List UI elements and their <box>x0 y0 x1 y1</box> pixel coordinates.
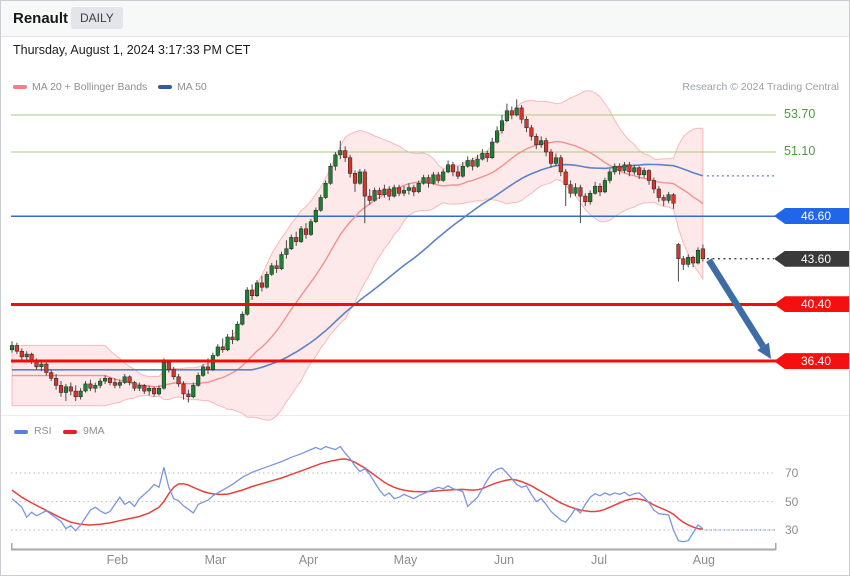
instrument-title: Renault <box>13 10 69 27</box>
month-label-mar: Mar <box>204 553 227 567</box>
month-label-apr: Apr <box>298 553 319 567</box>
rsi-legend-label: RSI <box>34 425 52 437</box>
month-label-jul: Jul <box>591 553 608 567</box>
price-tag-43.60: 43.60 <box>774 250 849 267</box>
ma50-swatch-icon <box>158 85 172 89</box>
rsi-grid-label-70: 70 <box>785 466 799 480</box>
research-credit: Research © 2024 Trading Central <box>682 81 839 93</box>
price-level-label-51.10: 51.10 <box>784 143 816 158</box>
month-label-may: May <box>393 553 418 567</box>
rsi-grid-label-50: 50 <box>785 494 799 509</box>
rsi-9ma-legend-label: 9MA <box>83 425 105 437</box>
month-label-aug: Aug <box>692 553 715 567</box>
rsi-9ma-swatch-icon <box>63 430 77 434</box>
ma50-legend-label: MA 50 <box>177 81 207 93</box>
price-tag-36.40: 36.40 <box>774 353 849 370</box>
price-tag-46.60: 46.60 <box>774 208 849 225</box>
month-label-feb: Feb <box>106 553 129 567</box>
panel-divider <box>1 415 849 416</box>
price-level-label-53.70: 53.70 <box>784 107 816 121</box>
titlebar: Renault DAILY <box>1 1 849 37</box>
ma20-bollinger-swatch-icon <box>13 85 27 89</box>
chart-datetime: Thursday, August 1, 2024 3:17:33 PM CET <box>13 43 251 57</box>
price-tag-40.40: 40.40 <box>774 296 849 313</box>
rsi-swatch-icon <box>14 430 28 434</box>
timeframe-badge: DAILY <box>71 7 123 29</box>
rsi-grid-label-30: 30 <box>785 523 799 537</box>
ma20-bollinger-legend-label: MA 20 + Bollinger Bands <box>32 81 148 93</box>
month-label-jun: Jun <box>493 553 515 567</box>
